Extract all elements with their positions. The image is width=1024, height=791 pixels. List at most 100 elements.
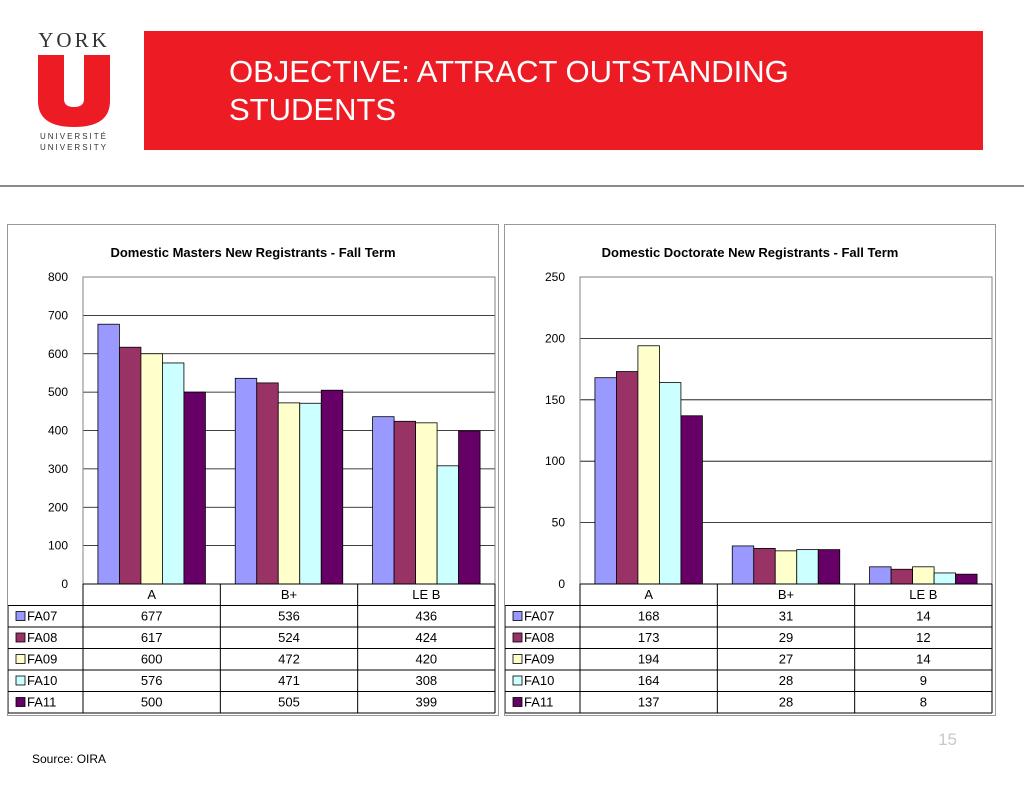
logo-u-icon bbox=[38, 55, 110, 127]
doctorate-ytick-label: 150 bbox=[545, 393, 565, 407]
masters-bar-fa08 bbox=[119, 346, 142, 585]
doctorate-table-value: 14 bbox=[916, 609, 930, 624]
doctorate-bar-fa10 bbox=[796, 549, 819, 585]
doctorate-bar-fa11 bbox=[680, 415, 703, 585]
masters-table-value: 436 bbox=[415, 609, 437, 624]
doctorate-legend-swatch-fa09 bbox=[512, 654, 523, 664]
masters-legend-label: FA11 bbox=[27, 695, 56, 710]
masters-bar-fa09 bbox=[415, 422, 438, 585]
doctorate-table-value: 173 bbox=[638, 630, 660, 645]
logo-universite: UNIVERSITÉ bbox=[39, 132, 108, 141]
doctorate-ytick-label: 100 bbox=[545, 454, 565, 468]
doctorate-ytick-label: 50 bbox=[552, 516, 566, 530]
masters-legend-swatch-fa11 bbox=[15, 697, 26, 707]
masters-table-value: 500 bbox=[141, 695, 163, 710]
doctorate-bar-fa09 bbox=[637, 345, 660, 585]
masters-ytick-label: 0 bbox=[61, 577, 68, 591]
masters-title: Domestic Masters New Registrants - Fall … bbox=[110, 245, 395, 260]
masters-ytick-label: 300 bbox=[48, 462, 68, 476]
masters-bar-fa09 bbox=[140, 353, 163, 585]
masters-ytick-label: 400 bbox=[48, 424, 68, 438]
masters-table-value: 576 bbox=[141, 673, 163, 688]
slide-title: OBJECTIVE: ATTRACT OUTSTANDING STUDENTS bbox=[229, 54, 789, 127]
masters-table-value: 677 bbox=[141, 609, 163, 624]
masters-bar-fa09 bbox=[277, 402, 301, 585]
masters-legend-label: FA07 bbox=[27, 609, 57, 624]
masters-bar-fa10 bbox=[162, 362, 185, 585]
masters-bar-fa10 bbox=[299, 402, 322, 585]
logo-university: UNIVERSITY bbox=[39, 143, 108, 152]
masters-ytick-label: 200 bbox=[48, 500, 68, 514]
doctorate-bar-fa07 bbox=[869, 566, 892, 585]
doctorate-category-label: A bbox=[644, 587, 653, 602]
masters-ytick-label: 600 bbox=[48, 347, 68, 361]
doctorate-title: Domestic Doctorate New Registrants - Fal… bbox=[602, 245, 899, 260]
masters-category-label: A bbox=[147, 587, 156, 602]
doctorate-category-label: B+ bbox=[778, 587, 794, 602]
doctorate-legend-label: FA07 bbox=[524, 609, 554, 624]
masters-chart: Domestic Masters New Registrants - Fall … bbox=[7, 224, 499, 716]
doctorate-table-value: 168 bbox=[638, 609, 660, 624]
doctorate-chart-svg: Domestic Doctorate New Registrants - Fal… bbox=[505, 245, 993, 714]
doctorate-bar-fa10 bbox=[659, 382, 682, 585]
doctorate-ytick-label: 200 bbox=[545, 331, 565, 345]
masters-legend-label: FA09 bbox=[27, 652, 57, 667]
masters-legend-swatch-fa09 bbox=[15, 654, 26, 664]
doctorate-table-value: 14 bbox=[916, 652, 930, 667]
doctorate-table-value: 9 bbox=[920, 673, 927, 688]
masters-bar-fa08 bbox=[256, 382, 279, 585]
doctorate-bar-fa11 bbox=[955, 573, 978, 585]
doctorate-table-value: 8 bbox=[920, 695, 927, 710]
doctorate-bar-fa11 bbox=[817, 549, 841, 585]
doctorate-table-value: 29 bbox=[779, 630, 793, 645]
masters-bar-fa07 bbox=[234, 377, 258, 585]
doctorate-legend-label: FA09 bbox=[524, 652, 554, 667]
masters-category-label: B+ bbox=[281, 587, 297, 602]
doctorate-table-value: 137 bbox=[638, 695, 660, 710]
masters-table-value: 424 bbox=[415, 630, 437, 645]
masters-bar-fa07 bbox=[97, 323, 120, 585]
doctorate-table-value: 12 bbox=[916, 630, 930, 645]
masters-bar-fa11 bbox=[458, 430, 481, 585]
masters-category-label: LE B bbox=[412, 587, 440, 602]
doctorate-legend-swatch-fa11 bbox=[512, 697, 523, 707]
doctorate-ytick-label: 250 bbox=[545, 270, 565, 284]
masters-table-value: 399 bbox=[415, 695, 437, 710]
doctorate-table-value: 27 bbox=[779, 652, 793, 667]
masters-bar-fa11 bbox=[183, 391, 206, 585]
masters-legend-label: FA08 bbox=[27, 630, 57, 645]
masters-bar-fa11 bbox=[320, 389, 344, 585]
masters-table-value: 308 bbox=[415, 673, 437, 688]
doctorate-category-label: LE B bbox=[909, 587, 937, 602]
masters-table-value: 420 bbox=[415, 652, 437, 667]
masters-table-value: 505 bbox=[278, 695, 300, 710]
masters-bar-fa10 bbox=[436, 465, 459, 585]
masters-table-value: 524 bbox=[278, 630, 300, 645]
doctorate-legend-label: FA08 bbox=[524, 630, 554, 645]
logo-wordmark: YORK bbox=[38, 28, 110, 52]
masters-ytick-label: 800 bbox=[48, 270, 68, 284]
masters-chart-svg: Domestic Masters New Registrants - Fall … bbox=[8, 245, 496, 714]
doctorate-bar-fa10 bbox=[933, 572, 956, 585]
doctorate-legend-label: FA11 bbox=[524, 695, 553, 710]
masters-table-value: 471 bbox=[278, 673, 300, 688]
doctorate-legend-swatch-fa07 bbox=[512, 611, 523, 621]
masters-table-value: 472 bbox=[278, 652, 300, 667]
doctorate-bar-fa07 bbox=[594, 377, 617, 585]
doctorate-bar-fa09 bbox=[912, 566, 935, 585]
masters-legend-swatch-fa08 bbox=[15, 632, 26, 643]
page-number: 15 bbox=[938, 730, 957, 749]
masters-ytick-label: 100 bbox=[48, 539, 68, 553]
masters-bar-fa08 bbox=[393, 420, 416, 585]
masters-table-value: 617 bbox=[141, 630, 163, 645]
doctorate-chart: Domestic Doctorate New Registrants - Fal… bbox=[504, 224, 996, 716]
masters-ytick-label: 700 bbox=[48, 308, 68, 322]
doctorate-table-value: 194 bbox=[638, 652, 660, 667]
masters-ytick-label: 500 bbox=[48, 385, 68, 399]
doctorate-bar-fa09 bbox=[774, 550, 798, 585]
doctorate-bar-fa08 bbox=[753, 547, 776, 585]
masters-legend-label: FA10 bbox=[27, 673, 57, 688]
masters-table-value: 536 bbox=[278, 609, 300, 624]
masters-legend-swatch-fa07 bbox=[15, 611, 26, 621]
doctorate-table-value: 164 bbox=[638, 673, 660, 688]
